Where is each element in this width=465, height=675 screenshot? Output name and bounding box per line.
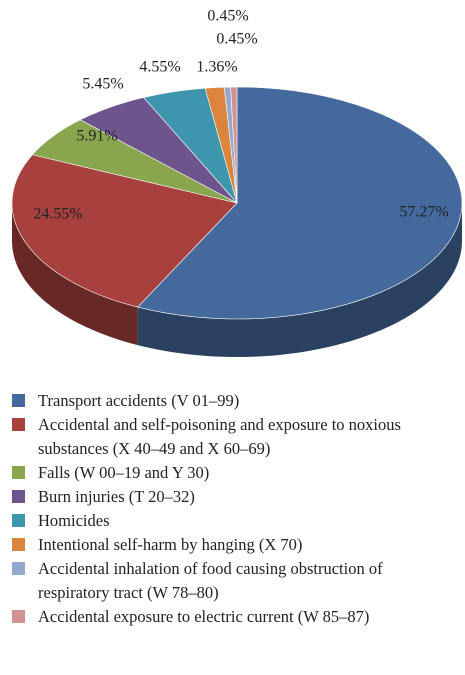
slice xyxy=(11,154,238,308)
legend-swatch xyxy=(12,538,25,551)
data-label: 57.27% xyxy=(399,204,448,221)
slice xyxy=(230,86,238,204)
data-label: 24.55% xyxy=(33,206,82,223)
slice xyxy=(137,86,463,320)
legend: Transport accidents (V 01–99) Accidental … xyxy=(12,389,462,629)
slice-side xyxy=(12,203,138,346)
legend-label: Accidental inhalation of food causing ob… xyxy=(38,559,383,602)
legend-item: Transport accidents (V 01–99) xyxy=(12,389,462,413)
slice-side xyxy=(137,203,462,357)
legend-item: Falls (W 00–19 and Y 30) xyxy=(12,461,462,485)
legend-label: Falls (W 00–19 and Y 30) xyxy=(38,463,210,482)
legend-label: Intentional self-harm by hanging (X 70) xyxy=(38,535,303,554)
legend-swatch xyxy=(12,610,25,623)
legend-label: Accidental exposure to electric current … xyxy=(38,607,370,626)
legend-item: Homicides xyxy=(12,509,462,533)
data-label: 1.36% xyxy=(196,59,237,76)
legend-swatch xyxy=(12,562,25,575)
legend-label: Transport accidents (V 01–99) xyxy=(38,391,240,410)
legend-item: Burn injuries (T 20–32) xyxy=(12,485,462,509)
pie-plot: 57.27% 24.55% 5.91% 5.45% 4.55% 1.36% 0.45% 0.4… xyxy=(11,8,463,357)
data-label: 4.55% xyxy=(139,59,180,76)
legend-swatch xyxy=(12,466,25,479)
legend-label: Homicides xyxy=(38,511,110,530)
legend-item: Intentional self-harm by hanging (X 70) xyxy=(12,533,462,557)
legend-swatch xyxy=(12,418,25,431)
legend-label: Burn injuries (T 20–32) xyxy=(38,487,195,506)
data-label: 0.45% xyxy=(207,8,248,25)
legend-item: Accidental exposure to electric current … xyxy=(12,605,462,629)
data-label: 5.45% xyxy=(82,76,123,93)
legend-swatch xyxy=(12,514,25,527)
legend-item: Accidental and self-poisoning and exposu… xyxy=(12,413,462,461)
legend-swatch xyxy=(12,490,25,503)
legend-label: Accidental and self-poisoning and exposu… xyxy=(38,415,401,458)
data-label: 0.45% xyxy=(216,31,257,48)
data-label: 5.91% xyxy=(76,128,117,145)
legend-item: Accidental inhalation of food causing ob… xyxy=(12,557,462,605)
legend-swatch xyxy=(12,394,25,407)
